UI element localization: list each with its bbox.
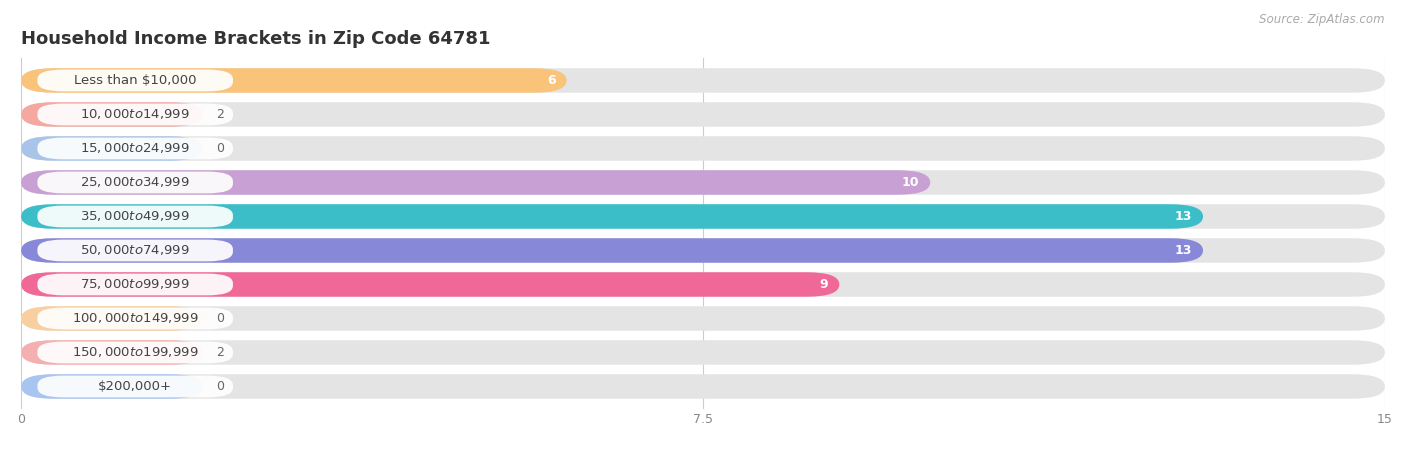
FancyBboxPatch shape xyxy=(38,342,233,363)
Text: 2: 2 xyxy=(217,108,225,121)
Text: 13: 13 xyxy=(1175,210,1192,223)
FancyBboxPatch shape xyxy=(21,136,1385,161)
FancyBboxPatch shape xyxy=(38,70,233,91)
Text: $50,000 to $74,999: $50,000 to $74,999 xyxy=(80,243,190,257)
FancyBboxPatch shape xyxy=(21,238,1385,263)
Text: $10,000 to $14,999: $10,000 to $14,999 xyxy=(80,107,190,122)
FancyBboxPatch shape xyxy=(21,68,1385,92)
FancyBboxPatch shape xyxy=(21,306,202,331)
FancyBboxPatch shape xyxy=(38,273,233,295)
FancyBboxPatch shape xyxy=(21,272,839,297)
FancyBboxPatch shape xyxy=(21,204,1385,229)
FancyBboxPatch shape xyxy=(21,68,567,92)
Text: 0: 0 xyxy=(217,142,225,155)
FancyBboxPatch shape xyxy=(21,340,202,365)
FancyBboxPatch shape xyxy=(21,170,931,195)
Text: 6: 6 xyxy=(547,74,555,87)
Text: $75,000 to $99,999: $75,000 to $99,999 xyxy=(80,277,190,291)
FancyBboxPatch shape xyxy=(38,206,233,227)
FancyBboxPatch shape xyxy=(21,306,1385,331)
Text: 2: 2 xyxy=(217,346,225,359)
Text: 0: 0 xyxy=(217,380,225,393)
FancyBboxPatch shape xyxy=(21,272,1385,297)
FancyBboxPatch shape xyxy=(38,308,233,330)
FancyBboxPatch shape xyxy=(21,204,1204,229)
Text: 0: 0 xyxy=(217,312,225,325)
FancyBboxPatch shape xyxy=(38,104,233,125)
Text: $25,000 to $34,999: $25,000 to $34,999 xyxy=(80,176,190,189)
FancyBboxPatch shape xyxy=(38,376,233,397)
FancyBboxPatch shape xyxy=(21,136,202,161)
FancyBboxPatch shape xyxy=(21,340,1385,365)
FancyBboxPatch shape xyxy=(38,172,233,194)
Text: Source: ZipAtlas.com: Source: ZipAtlas.com xyxy=(1260,13,1385,26)
FancyBboxPatch shape xyxy=(38,240,233,261)
Text: Household Income Brackets in Zip Code 64781: Household Income Brackets in Zip Code 64… xyxy=(21,31,491,48)
Text: $150,000 to $199,999: $150,000 to $199,999 xyxy=(72,345,198,360)
FancyBboxPatch shape xyxy=(21,374,202,399)
FancyBboxPatch shape xyxy=(21,238,1204,263)
Text: $100,000 to $149,999: $100,000 to $149,999 xyxy=(72,312,198,326)
FancyBboxPatch shape xyxy=(21,102,202,127)
Text: $200,000+: $200,000+ xyxy=(98,380,172,393)
FancyBboxPatch shape xyxy=(21,102,1385,127)
FancyBboxPatch shape xyxy=(21,374,1385,399)
Text: 9: 9 xyxy=(820,278,828,291)
Text: $35,000 to $49,999: $35,000 to $49,999 xyxy=(80,210,190,224)
Text: $15,000 to $24,999: $15,000 to $24,999 xyxy=(80,141,190,155)
Text: 10: 10 xyxy=(901,176,920,189)
Text: 13: 13 xyxy=(1175,244,1192,257)
Text: Less than $10,000: Less than $10,000 xyxy=(75,74,197,87)
FancyBboxPatch shape xyxy=(21,170,1385,195)
FancyBboxPatch shape xyxy=(38,137,233,159)
